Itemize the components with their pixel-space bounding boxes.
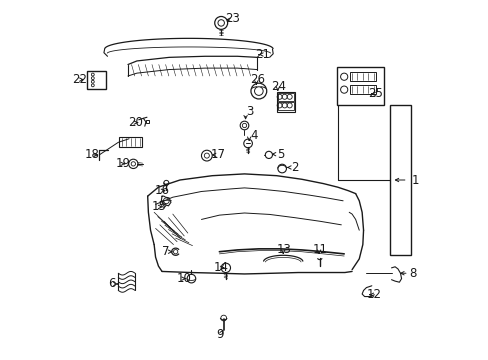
Bar [349, 72, 375, 81]
Bar [87, 71, 106, 89]
Text: 26: 26 [249, 73, 264, 86]
Text: 19: 19 [115, 157, 130, 170]
Text: 16: 16 [155, 184, 169, 197]
Text: 25: 25 [367, 87, 382, 100]
Polygon shape [161, 196, 171, 206]
Bar [277, 102, 293, 110]
Text: 17: 17 [210, 148, 225, 161]
Bar [349, 85, 375, 94]
Text: 18: 18 [85, 148, 100, 161]
Text: 13: 13 [276, 243, 291, 256]
Text: 22: 22 [72, 73, 87, 86]
Text: 12: 12 [366, 288, 381, 301]
Text: 21: 21 [255, 48, 270, 61]
Text: 5: 5 [276, 148, 284, 161]
Bar [389, 105, 410, 255]
Bar [336, 67, 383, 105]
Text: 8: 8 [408, 267, 416, 280]
Text: 14: 14 [214, 261, 228, 274]
Text: 11: 11 [312, 243, 327, 256]
Text: 2: 2 [290, 161, 298, 174]
Text: 24: 24 [271, 80, 286, 93]
Text: 15: 15 [151, 201, 166, 213]
Bar [276, 92, 294, 112]
Bar [145, 120, 149, 123]
Text: 6: 6 [108, 278, 116, 291]
Text: 23: 23 [224, 12, 239, 25]
Bar [119, 137, 142, 147]
Text: 7: 7 [162, 245, 169, 258]
Text: 3: 3 [246, 105, 253, 118]
Text: 10: 10 [176, 272, 191, 285]
Bar [277, 93, 293, 101]
Text: 4: 4 [249, 129, 257, 142]
Text: 1: 1 [410, 174, 418, 186]
Text: 9: 9 [215, 328, 223, 341]
Text: 20: 20 [128, 116, 142, 129]
